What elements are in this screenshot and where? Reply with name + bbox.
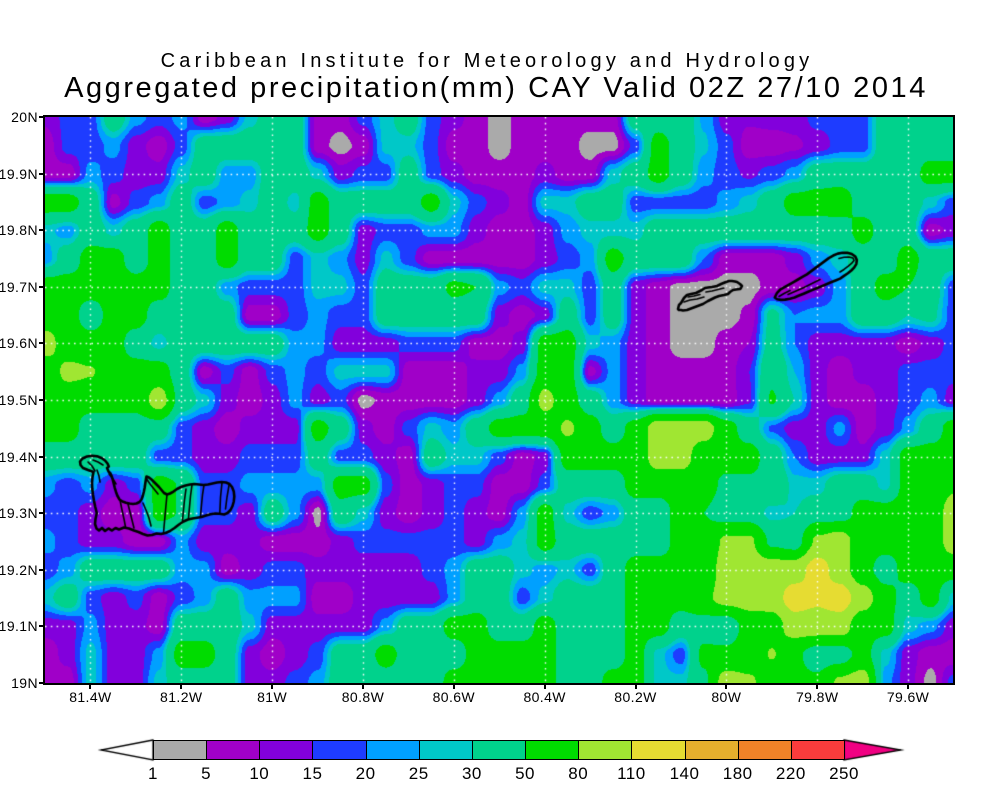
- y-tick-mark: [39, 116, 44, 118]
- y-tick-label: 19.3N: [0, 505, 38, 522]
- x-tick-mark: [361, 684, 364, 689]
- x-tick-mark: [89, 684, 92, 689]
- colorbar-tick-label: 110: [617, 764, 646, 783]
- colorbar-segment: [525, 740, 580, 760]
- y-tick-mark: [39, 229, 44, 232]
- colorbar-tick-label: 180: [722, 764, 753, 783]
- x-tick-label: 80.2W: [614, 689, 657, 705]
- colorbar-segment: [418, 740, 473, 760]
- colorbar-segment: [312, 740, 367, 760]
- x-tick-label: 79.8W: [795, 689, 839, 705]
- x-tick-mark: [816, 684, 819, 689]
- x-tick-label: 80W: [711, 689, 742, 705]
- colorbar-tick-label: 10: [249, 764, 270, 783]
- x-tick-mark: [725, 684, 728, 689]
- y-tick-mark: [39, 285, 44, 288]
- colorbar-tick-label: 30: [461, 764, 482, 783]
- x-tick-mark: [907, 684, 910, 689]
- y-tick-mark: [39, 625, 44, 628]
- x-tick-label: 80.8W: [341, 689, 385, 705]
- y-tick-label: 19.7N: [0, 278, 38, 295]
- x-tick-label: 81.2W: [160, 689, 203, 705]
- colorbar-segment: [790, 740, 845, 760]
- figure-title-institution: Caribbean Institute for Meteorology and …: [160, 50, 814, 72]
- y-tick-label: 19N: [11, 675, 38, 691]
- y-tick-label: 20N: [11, 109, 38, 125]
- map-frame: [43, 115, 955, 685]
- x-tick-label: 81.4W: [69, 689, 112, 705]
- y-tick-mark: [39, 512, 44, 515]
- colorbar-tick-label: 5: [201, 764, 212, 783]
- x-tick-mark: [543, 684, 546, 689]
- y-tick-mark: [39, 682, 44, 684]
- x-tick-label: 79.6W: [886, 689, 930, 705]
- y-tick-mark: [39, 172, 44, 175]
- colorbar-tick-label: 50: [515, 764, 536, 783]
- y-tick-mark: [39, 399, 44, 401]
- colorbar-segment: [578, 740, 633, 760]
- y-tick-label: 19.9N: [0, 165, 38, 182]
- y-tick-label: 19.4N: [0, 448, 38, 465]
- x-tick-mark: [271, 684, 274, 689]
- colorbar-tick-label: 25: [408, 764, 429, 783]
- colorbar-segment: [631, 740, 686, 760]
- colorbar-tick-label: 220: [775, 764, 806, 783]
- colorbar-segment: [153, 740, 208, 760]
- y-tick-label: 19.6N: [0, 335, 38, 352]
- colorbar-tick-label: 20: [355, 764, 376, 783]
- colorbar-segment: [684, 740, 739, 760]
- colorbar-segment: [206, 740, 261, 760]
- colorbar-tick-label: 80: [568, 764, 589, 783]
- y-tick-label: 19.5N: [0, 392, 38, 408]
- y-tick-label: 19.1N: [0, 618, 38, 635]
- y-tick-mark: [39, 342, 44, 345]
- x-tick-mark: [180, 684, 183, 689]
- y-tick-label: 19.2N: [0, 561, 38, 578]
- colorbar-tick-label: 1: [148, 764, 158, 783]
- y-tick-label: 19.8N: [0, 222, 38, 239]
- colorbar-tick-label: 250: [829, 764, 859, 783]
- colorbar-segment: [471, 740, 527, 760]
- x-tick-label: 81W: [257, 689, 288, 705]
- x-tick-label: 80.4W: [523, 689, 566, 705]
- colorbar-arrows: [0, 730, 1000, 770]
- x-tick-label: 80.6W: [432, 689, 476, 705]
- y-tick-mark: [39, 568, 44, 571]
- x-tick-mark: [452, 684, 455, 689]
- colorbar-tick-label: 15: [302, 764, 323, 783]
- colorbar-segment: [259, 740, 314, 760]
- y-tick-mark: [39, 455, 44, 458]
- precipitation-contour-map: [45, 117, 954, 683]
- figure-title-main: Aggregated precipitation(mm) CAY Valid 0…: [64, 72, 928, 104]
- colorbar-segment: [737, 740, 792, 760]
- colorbar-tick-label: 140: [669, 764, 700, 783]
- x-tick-mark: [634, 684, 637, 689]
- colorbar-segment: [365, 740, 420, 760]
